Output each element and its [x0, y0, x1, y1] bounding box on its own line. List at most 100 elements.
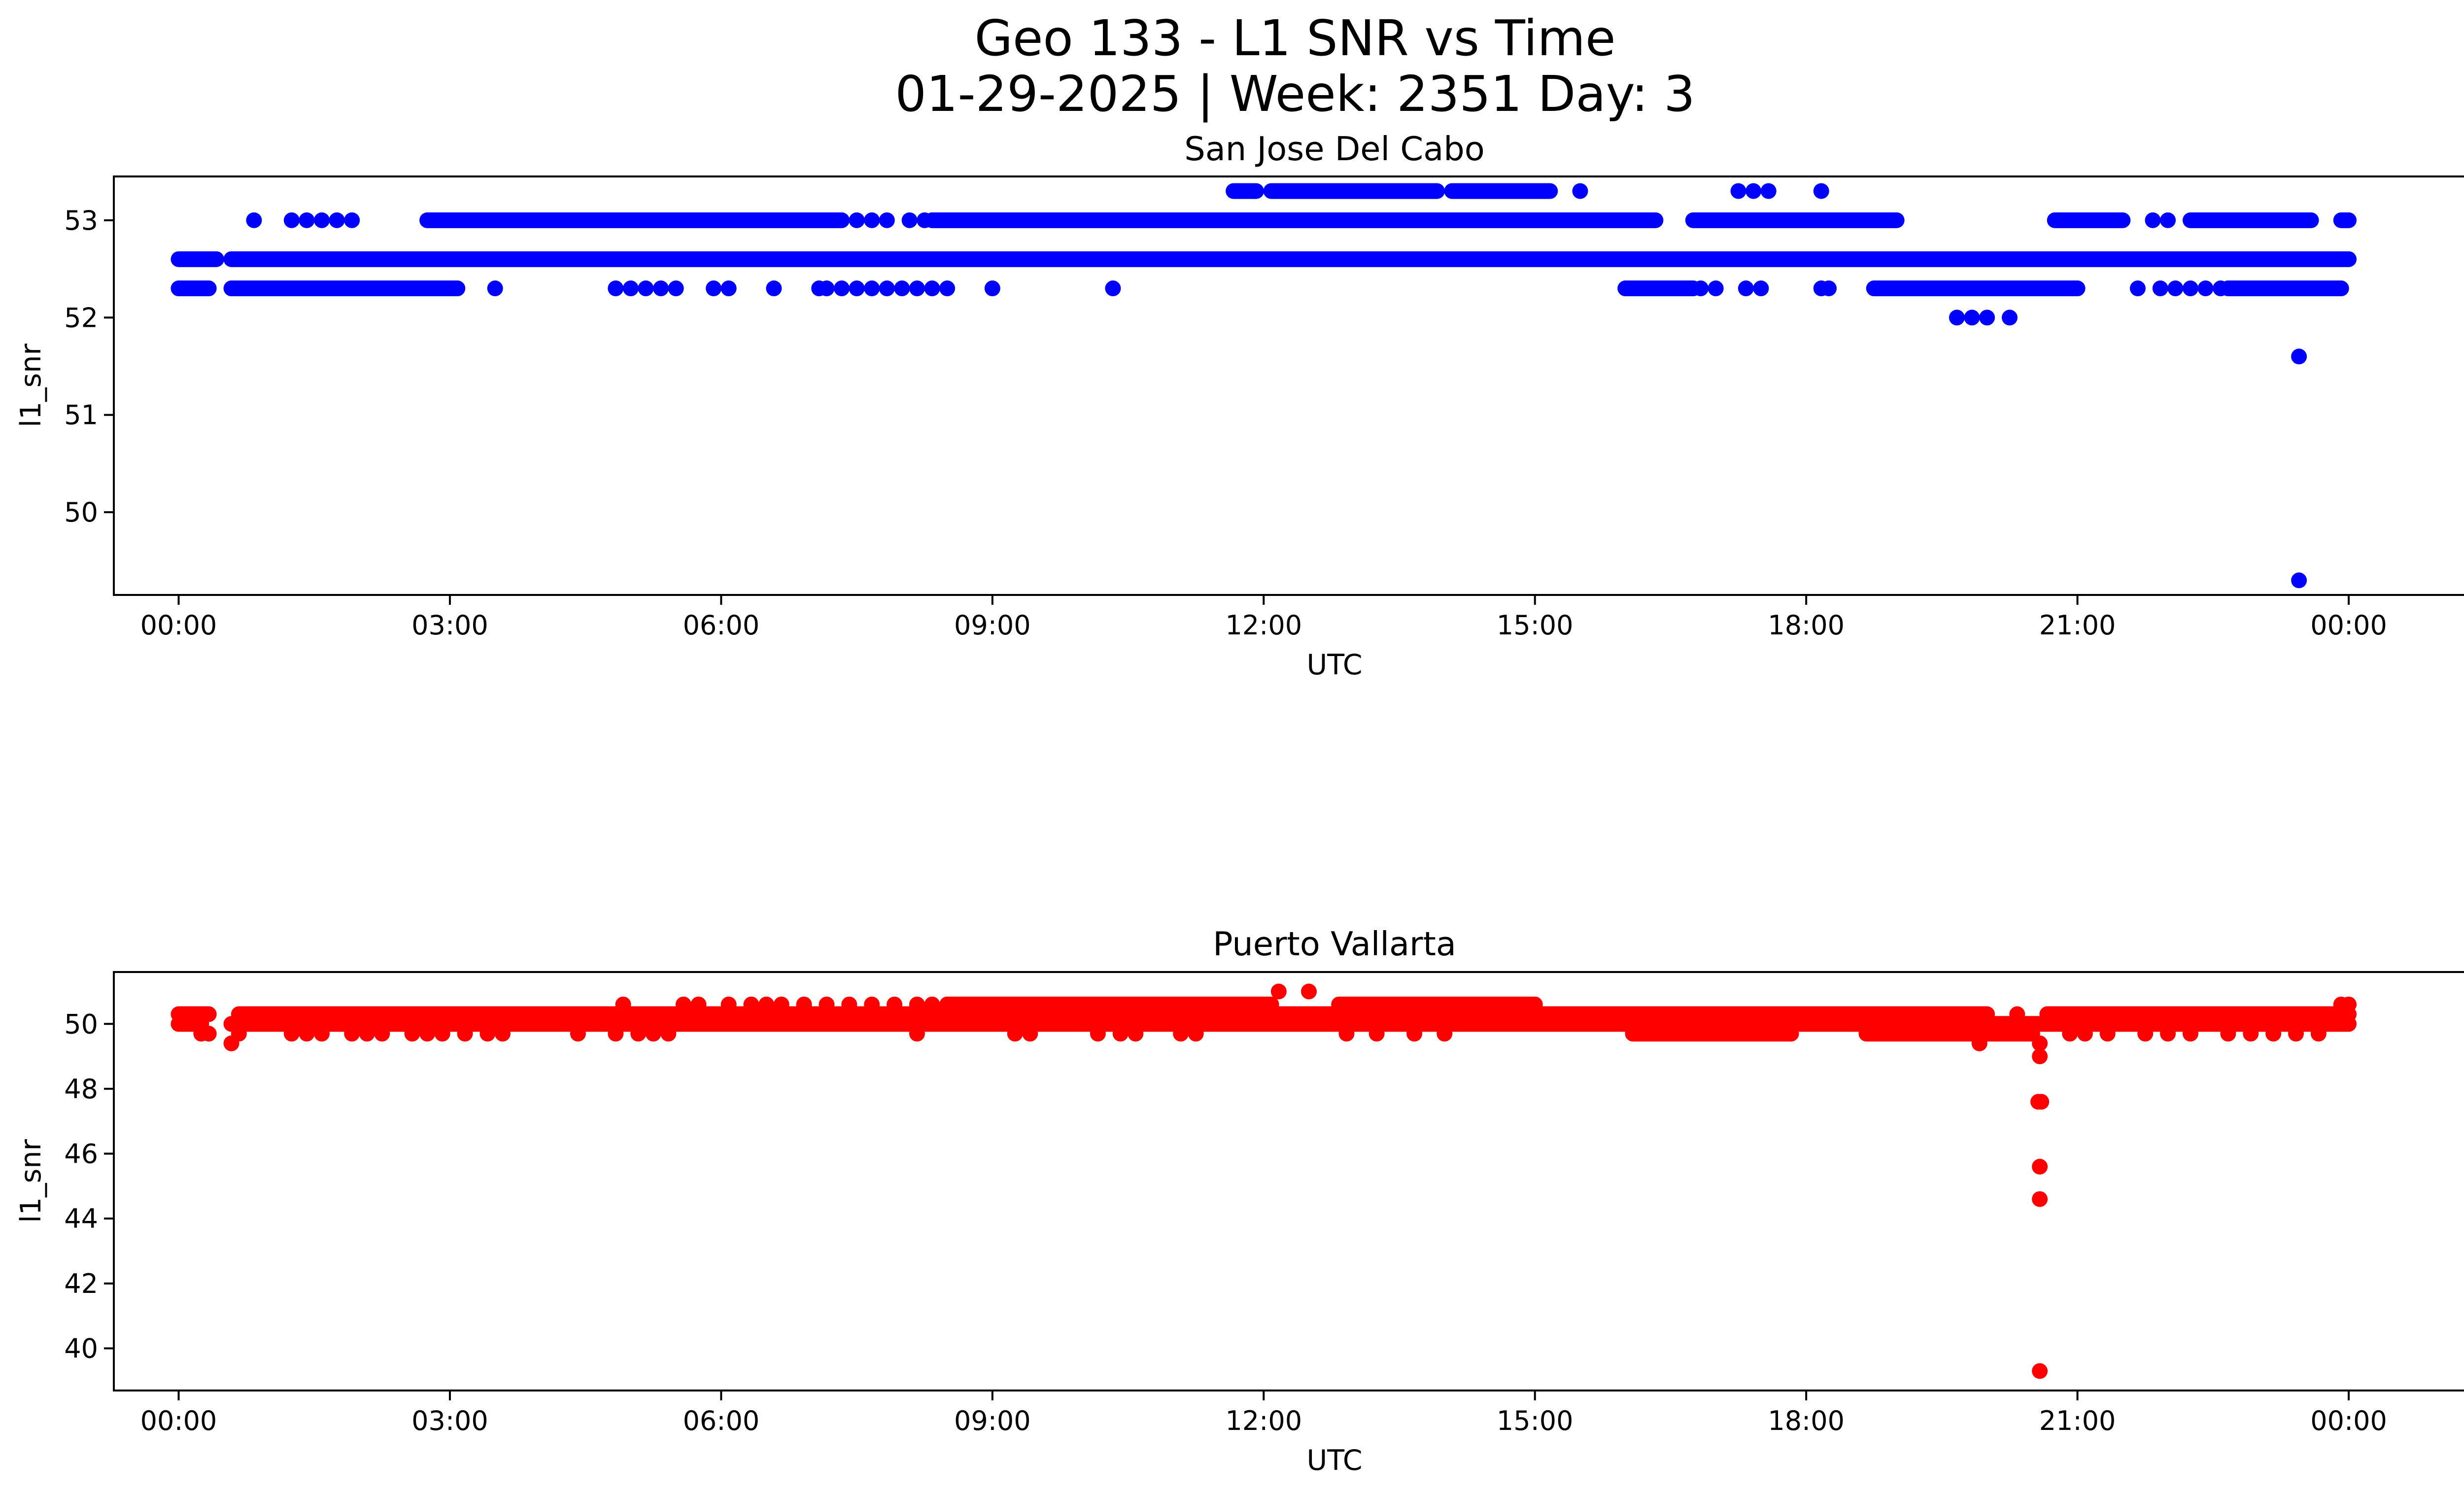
puerto-vallarta-data-point-4-26: [1173, 1026, 1189, 1042]
puerto-vallarta-data-point-4-11: [434, 1026, 450, 1042]
san-jose-data-point-3-12: [849, 280, 865, 297]
x-tick-label: 00:00: [2310, 1405, 2387, 1436]
puerto-vallarta-data-point-6-0: [2032, 1048, 2048, 1065]
puerto-vallarta-data-point-4-36: [2160, 1026, 2176, 1042]
san-jose-data-point-3-17: [924, 280, 940, 297]
san-jose-data-point-3-30: [2182, 280, 2198, 297]
y-tick-label: 51: [64, 400, 98, 431]
puerto-vallarta-data-point-4-30: [1406, 1026, 1423, 1042]
x-tick-label: 12:00: [1225, 1405, 1302, 1436]
puerto-vallarta-data-point-4-21: [1007, 1026, 1023, 1042]
y-ticks-san-jose-del-cabo: 50 51 52 53: [64, 205, 114, 528]
puerto-vallarta-data-point-4-27: [1188, 1026, 1204, 1042]
san-jose-data-point-3-27: [2129, 280, 2146, 297]
san-jose-data-point-3-29: [2167, 280, 2184, 297]
y-tick-label: 40: [64, 1333, 98, 1364]
figure-title-line2: 01-29-2025 | Week: 2351 Day: 3: [895, 65, 1695, 123]
san-jose-data-point-3-14: [879, 280, 895, 297]
axes-frame-san-jose-del-cabo: [113, 175, 2464, 596]
puerto-vallarta-data-point-4-23: [1090, 1026, 1106, 1042]
y-tick-label: 50: [64, 497, 98, 528]
puerto-vallarta-data-point-4-34: [2099, 1026, 2116, 1042]
san-jose-data-point-1-0: [246, 212, 262, 228]
y-tick-label: 52: [64, 302, 98, 333]
san-jose-data-point-0-3: [1760, 183, 1777, 199]
puerto-vallarta-data-point-4-20: [909, 1026, 925, 1042]
puerto-vallarta-data-point-4-17: [630, 1026, 647, 1042]
puerto-vallarta-data-point-4-32: [2062, 1026, 2078, 1042]
puerto-vallarta-data-point-4-19: [660, 1026, 677, 1042]
axes-title-puerto-vallarta: Puerto Vallarta: [1213, 925, 1456, 963]
x-tick-label: 00:00: [2310, 610, 2387, 641]
x-tick-label: 03:00: [411, 610, 488, 641]
axes-puerto-vallarta: Puerto Vallarta 00:00 03:00 06:00 09:00 12:0…: [15, 925, 2464, 1477]
san-jose-data-point-3-26: [1821, 280, 1837, 297]
y-tick-label: 44: [64, 1203, 98, 1234]
x-tick-label: 00:00: [140, 1405, 217, 1436]
puerto-vallarta-data-point-4-41: [2288, 1026, 2304, 1042]
san-jose-data-point-1-6: [849, 212, 865, 228]
puerto-vallarta-data-point-4-40: [2265, 1026, 2282, 1042]
san-jose-data-point-3-24: [1753, 280, 1769, 297]
puerto-vallarta-data-point-4-12: [457, 1026, 473, 1042]
x-tick-label: 06:00: [683, 1405, 760, 1436]
puerto-vallarta-data-point-4-22: [1022, 1026, 1038, 1042]
x-axis-label-san-jose-del-cabo: UTC: [1307, 649, 1363, 681]
san-jose-data-point-3-5: [668, 280, 684, 297]
x-tick-label: 21:00: [2039, 610, 2116, 641]
san-jose-data-point-3-4: [653, 280, 669, 297]
puerto-vallarta-data-point-5-2: [2032, 1035, 2048, 1051]
san-jose-data-point-3-20: [1105, 280, 1121, 297]
axes-san-jose-del-cabo: San Jose Del Cabo 00:00 03:00 06:00 09:00 12…: [15, 130, 2464, 681]
puerto-vallarta-data-point-4-33: [2077, 1026, 2093, 1042]
san-jose-data-point-3-18: [939, 280, 956, 297]
x-tick-label: 12:00: [1225, 610, 1302, 641]
puerto-vallarta-data-point-4-39: [2243, 1026, 2259, 1042]
san-jose-data-point-1-8: [879, 212, 895, 228]
x-tick-label: 15:00: [1497, 610, 1574, 641]
figure-title-line1: Geo 133 - L1 SNR vs Time: [975, 9, 1616, 67]
puerto-vallarta-data-point-4-1: [201, 1026, 217, 1042]
puerto-vallarta-data-point-4-35: [2137, 1026, 2154, 1042]
y-tick-label: 50: [64, 1008, 98, 1040]
x-ticks-san-jose-del-cabo: 00:00 03:00 06:00 09:00 12:00 15:00 18:00 21:00…: [140, 595, 2387, 641]
san-jose-data-point-4-2: [1979, 310, 1995, 326]
puerto-vallarta-data-point-4-7: [359, 1026, 375, 1042]
x-ticks-puerto-vallarta: 00:00 03:00 06:00 09:00 12:00 15:00 18:00 21:00…: [140, 1391, 2387, 1436]
san-jose-data-point-3-11: [834, 280, 850, 297]
san-jose-data-point-3-31: [2197, 280, 2214, 297]
puerto-vallarta-data-point-4-29: [1369, 1026, 1385, 1042]
san-jose-data-point-3-7: [720, 280, 737, 297]
puerto-vallarta-data-point-4-25: [1128, 1026, 1144, 1042]
axes-frame-puerto-vallarta: [113, 971, 2464, 1391]
san-jose-data-point-3-1: [608, 280, 624, 297]
san-jose-data-point-1-11: [2145, 212, 2161, 228]
puerto-vallarta-data-point-4-3: [283, 1026, 300, 1042]
puerto-vallarta-data-point-4-15: [570, 1026, 586, 1042]
y-axis-label-puerto-vallarta: l1_snr: [15, 1139, 47, 1223]
puerto-vallarta-data-point-7-1: [2033, 1094, 2050, 1110]
x-tick-label: 09:00: [954, 610, 1031, 641]
san-jose-data-point-3-13: [864, 280, 880, 297]
y-ticks-puerto-vallarta: 40 42 44 46 48 50: [64, 1008, 114, 1364]
puerto-vallarta-data-point-4-14: [494, 1026, 511, 1042]
san-jose-data-point-3-22: [1708, 280, 1724, 297]
x-tick-label: 09:00: [954, 1405, 1031, 1436]
y-tick-label: 53: [64, 205, 98, 236]
san-jose-data-point-3-6: [706, 280, 722, 297]
y-tick-label: 48: [64, 1074, 98, 1105]
san-jose-data-point-1-9: [901, 212, 918, 228]
san-jose-data-point-1-12: [2160, 212, 2176, 228]
puerto-vallarta-data-point-9-0: [2032, 1191, 2048, 1207]
san-jose-data-point-1-4: [329, 212, 345, 228]
puerto-vallarta-data-point-0-0: [1270, 983, 1287, 1000]
san-jose-data-point-0-4: [1813, 183, 1829, 199]
x-tick-label: 06:00: [683, 610, 760, 641]
puerto-vallarta-data-point-4-24: [1112, 1026, 1129, 1042]
san-jose-data-point-1-5: [344, 212, 360, 228]
puerto-vallarta-data-point-4-18: [645, 1026, 661, 1042]
puerto-vallarta-data-point-0-1: [1301, 983, 1317, 1000]
puerto-vallarta-data-point-4-8: [374, 1026, 390, 1042]
